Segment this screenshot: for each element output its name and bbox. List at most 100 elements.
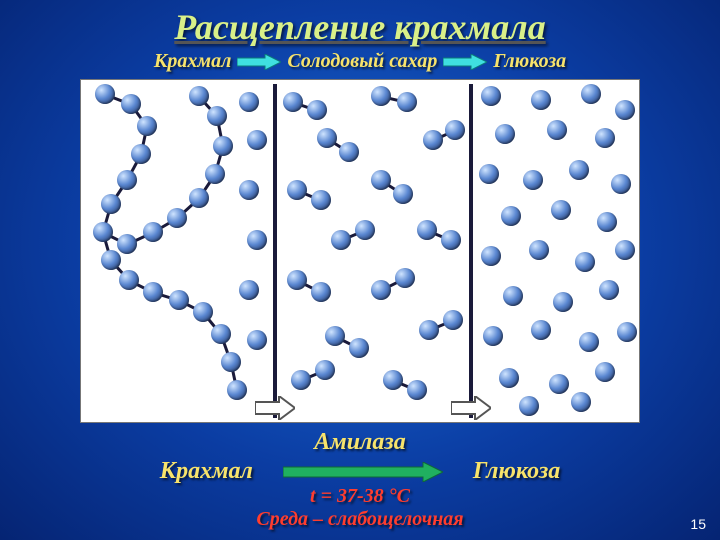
molecule-sphere: [189, 188, 209, 208]
molecule-sphere: [579, 332, 599, 352]
reactant-label: Крахмал: [160, 458, 253, 485]
molecule-sphere: [315, 360, 335, 380]
molecule-sphere: [247, 330, 267, 350]
molecule-sphere: [481, 86, 501, 106]
molecule-sphere: [101, 250, 121, 270]
molecule-sphere: [131, 144, 151, 164]
molecule-sphere: [569, 160, 589, 180]
molecule-sphere: [247, 230, 267, 250]
molecule-sphere: [383, 370, 403, 390]
molecule-sphere: [393, 184, 413, 204]
molecule-sphere: [483, 326, 503, 346]
molecule-sphere: [117, 234, 137, 254]
arrow-icon: [237, 54, 281, 70]
enzyme-label: Амилаза: [0, 429, 720, 456]
molecule-sphere: [443, 310, 463, 330]
molecule-sphere: [611, 174, 631, 194]
molecule-sphere: [499, 368, 519, 388]
arrow-icon: [443, 54, 487, 70]
molecule-sphere: [193, 302, 213, 322]
molecule-sphere: [529, 240, 549, 260]
slide-title: Расщепление крахмала: [0, 0, 720, 48]
molecule-sphere: [371, 86, 391, 106]
molecule-sphere: [339, 142, 359, 162]
molecule-sphere: [349, 338, 369, 358]
molecule-sphere: [571, 392, 591, 412]
molecule-sphere: [143, 222, 163, 242]
molecule-sphere: [397, 92, 417, 112]
molecule-sphere: [617, 322, 637, 342]
reaction-row: Крахмал Глюкоза: [0, 458, 720, 485]
molecule-sphere: [311, 190, 331, 210]
molecule-sphere: [519, 396, 539, 416]
molecule-sphere: [595, 128, 615, 148]
molecule-sphere: [481, 246, 501, 266]
molecule-sphere: [239, 92, 259, 112]
product-label: Глюкоза: [473, 458, 560, 485]
molecule-sphere: [317, 128, 337, 148]
molecule-sphere: [495, 124, 515, 144]
molecule-sphere: [311, 282, 331, 302]
panel-arrow-icon: [451, 396, 491, 425]
molecule-sphere: [287, 180, 307, 200]
molecule-sphere: [247, 130, 267, 150]
molecule-sphere: [307, 100, 327, 120]
molecule-sphere: [575, 252, 595, 272]
molecule-sphere: [445, 120, 465, 140]
molecule-sphere: [93, 222, 113, 242]
molecule-sphere: [331, 230, 351, 250]
molecule-sphere: [615, 240, 635, 260]
medium-condition: Среда – слабощелочная: [0, 508, 720, 531]
molecule-sphere: [291, 370, 311, 390]
panel-arrow-icon: [255, 396, 295, 425]
molecule-sphere: [597, 212, 617, 232]
label-starch: Крахмал: [154, 50, 232, 73]
molecule-sphere: [227, 380, 247, 400]
molecule-sphere: [531, 90, 551, 110]
molecule-sphere: [503, 286, 523, 306]
reaction-arrow-icon: [283, 462, 443, 482]
molecule-sphere: [547, 120, 567, 140]
molecule-sphere: [283, 92, 303, 112]
molecule-sphere: [581, 84, 601, 104]
molecule-sphere: [95, 84, 115, 104]
molecule-sphere: [479, 164, 499, 184]
molecule-sphere: [371, 170, 391, 190]
molecule-sphere: [615, 100, 635, 120]
label-maltose: Солодовый сахар: [287, 50, 437, 73]
molecule-sphere: [423, 130, 443, 150]
molecule-sphere: [395, 268, 415, 288]
molecule-sphere: [407, 380, 427, 400]
molecule-sphere: [355, 220, 375, 240]
molecule-sphere: [221, 352, 241, 372]
molecule-sphere: [143, 282, 163, 302]
molecule-sphere: [211, 324, 231, 344]
molecule-sphere: [101, 194, 121, 214]
molecule-sphere: [325, 326, 345, 346]
molecule-sphere: [549, 374, 569, 394]
molecule-sphere: [205, 164, 225, 184]
molecule-sphere: [117, 170, 137, 190]
molecule-sphere: [169, 290, 189, 310]
top-process-labels: Крахмал Солодовый сахар Глюкоза: [0, 50, 720, 73]
molecule-sphere: [531, 320, 551, 340]
molecule-sphere: [121, 94, 141, 114]
molecule-sphere: [553, 292, 573, 312]
molecule-sphere: [213, 136, 233, 156]
label-glucose: Глюкоза: [493, 50, 566, 73]
molecule-sphere: [599, 280, 619, 300]
molecule-sphere: [167, 208, 187, 228]
molecule-sphere: [441, 230, 461, 250]
molecule-sphere: [189, 86, 209, 106]
molecule-sphere: [501, 206, 521, 226]
reaction-summary: Амилаза Крахмал Глюкоза t = 37-38 °C Сре…: [0, 429, 720, 531]
molecule-sphere: [137, 116, 157, 136]
molecule-sphere: [119, 270, 139, 290]
temperature-condition: t = 37-38 °C: [0, 485, 720, 508]
molecule-sphere: [371, 280, 391, 300]
molecule-sphere: [207, 106, 227, 126]
molecule-sphere: [551, 200, 571, 220]
molecule-diagram: [80, 79, 640, 423]
slide-number: 15: [690, 516, 706, 532]
molecule-sphere: [239, 180, 259, 200]
